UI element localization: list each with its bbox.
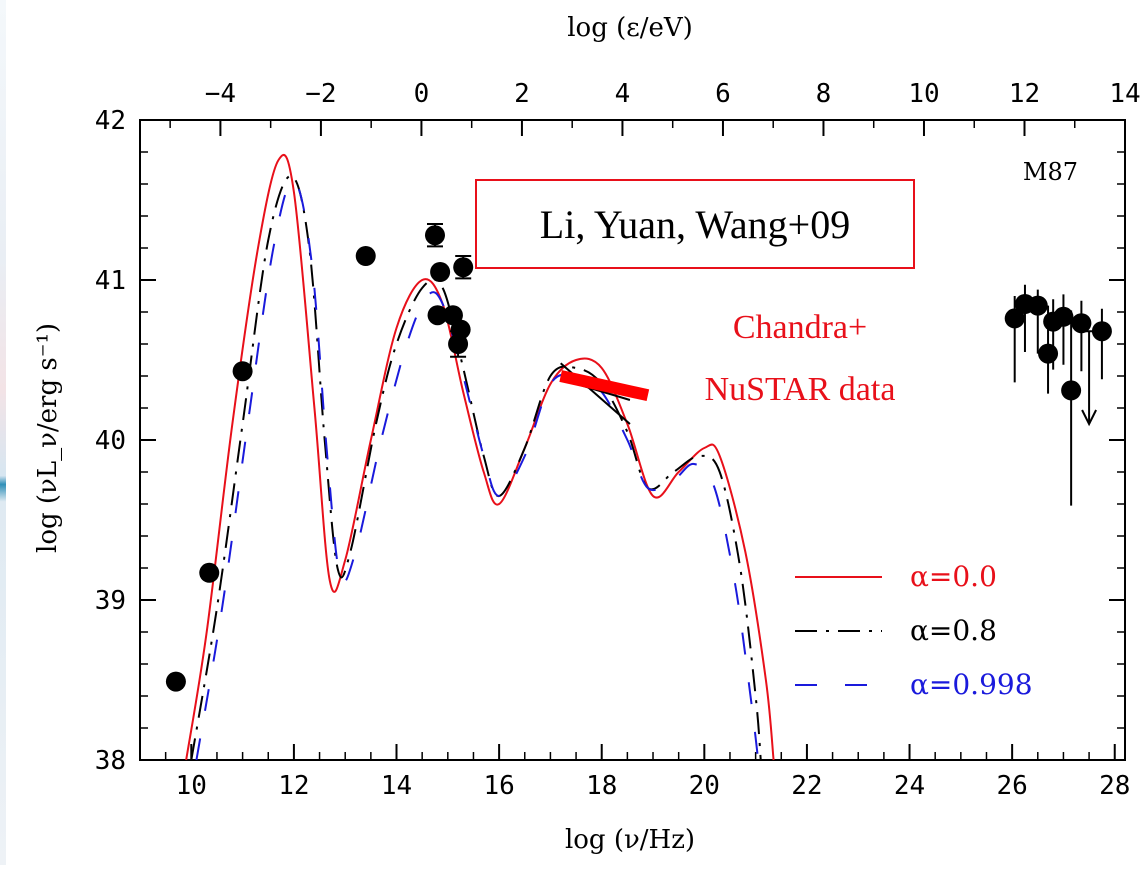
data-point-10 <box>448 334 469 354</box>
data-point-16 <box>1053 306 1074 327</box>
top-tick-label: 8 <box>816 79 832 109</box>
data-point-2 <box>232 361 253 382</box>
object-label: M87 <box>1023 158 1078 186</box>
series-line-1 <box>190 175 762 761</box>
top-tick-label: 0 <box>414 79 430 109</box>
model-curves <box>185 154 775 761</box>
y-tick-label: 38 <box>95 746 126 776</box>
x-tick-label: 12 <box>278 771 309 801</box>
x-tick-label: 24 <box>894 771 925 801</box>
legend-label-alpha-0998: α=0.998 <box>910 668 1033 701</box>
y-tick-label: 41 <box>95 266 126 296</box>
data-point-11 <box>1004 308 1025 329</box>
top-tick-label: 2 <box>514 79 530 109</box>
x-tick-label: 18 <box>586 771 617 801</box>
legend-label-alpha-08: α=0.8 <box>910 614 997 647</box>
reference-box <box>475 179 915 269</box>
x-tick-label: 10 <box>176 771 207 801</box>
data-point-5 <box>430 262 451 282</box>
data-point-6 <box>427 305 448 326</box>
x-tick-label: 14 <box>381 771 412 801</box>
data-point-3 <box>355 246 376 266</box>
data-point-1 <box>199 562 220 583</box>
top-tick-label: −2 <box>305 79 336 109</box>
y-tick-label: 40 <box>95 426 126 456</box>
x-tick-label: 28 <box>1099 771 1130 801</box>
series-line-0 <box>185 154 775 761</box>
x-tick-label: 20 <box>689 771 720 801</box>
top-tick-label: 6 <box>715 79 731 109</box>
data-point-4 <box>424 225 445 246</box>
data-point-0 <box>165 671 186 692</box>
data-point-19 <box>1091 321 1112 342</box>
top-tick-label: 10 <box>908 79 939 109</box>
x-tick-label: 26 <box>996 771 1027 801</box>
observed-data <box>165 223 1112 692</box>
data-point-13 <box>1027 295 1048 316</box>
reference-label: Li, Yuan, Wang+09 <box>540 202 850 247</box>
data-point-14 <box>1038 343 1059 364</box>
top-tick-label: 12 <box>1009 79 1040 109</box>
data-point-9 <box>453 257 474 278</box>
chandra-nustar-bar <box>559 370 650 402</box>
x-tick-label: 22 <box>791 771 822 801</box>
y-axis-title: log (νL_ν/erg s⁻¹) <box>33 323 63 553</box>
top-axis-title: log (ε/eV) <box>567 13 693 43</box>
data-point-18 <box>1071 313 1092 334</box>
series-line-2 <box>195 179 760 761</box>
x-axis-title: log (ν/Hz) <box>565 825 695 855</box>
x-tick-label: 16 <box>483 771 514 801</box>
top-tick-label: −4 <box>205 79 236 109</box>
y-tick-label: 39 <box>95 586 126 616</box>
data-point-17 <box>1061 380 1082 401</box>
upper-limit-arrowhead <box>1081 409 1097 427</box>
annotation-line-1: Chandra+ <box>733 309 867 346</box>
y-tick-label: 42 <box>95 106 126 136</box>
annotation-line-2: NuSTAR data <box>705 371 896 408</box>
top-tick-label: 4 <box>615 79 631 109</box>
legend-label-alpha-0: α=0.0 <box>910 560 997 593</box>
legend: α=0.0 α=0.8 α=0.998 <box>795 560 1033 701</box>
top-tick-label: 14 <box>1109 79 1140 109</box>
background-strip <box>0 0 6 865</box>
